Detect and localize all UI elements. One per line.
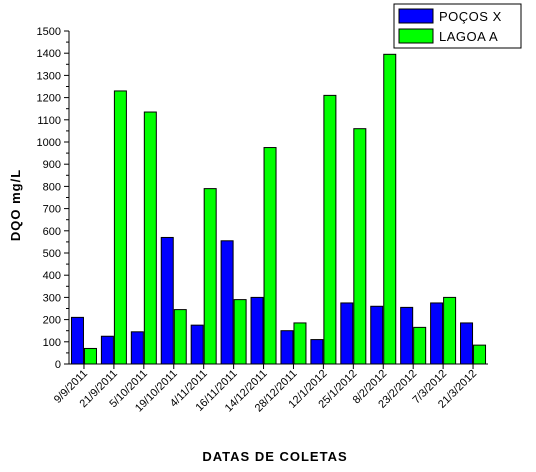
bar-lagoa-a-10 (353, 128, 367, 365)
y-tick-label: 1000 (37, 137, 61, 149)
bars (70, 53, 487, 365)
legend-label-lagoa-a: LAGOA A (439, 29, 498, 44)
bar-pocos-x-2 (100, 335, 114, 365)
bar-lagoa-a-11 (383, 53, 397, 365)
bar-lagoa-a-13 (443, 296, 457, 365)
bar-pocos-x-5 (190, 324, 204, 365)
bar-pocos-x-12 (400, 306, 414, 365)
bar-lagoa-a-12 (413, 326, 427, 365)
y-tick-label: 0 (55, 359, 61, 371)
bar-lagoa-a-2 (113, 90, 127, 365)
y-tick-label: 200 (43, 315, 61, 327)
bar-pocos-x-7 (250, 296, 264, 365)
y-tick-label: 600 (43, 226, 61, 238)
bar-pocos-x-8 (280, 330, 294, 365)
y-axis: 0 100 200 300 400 500 600 700 800 900 1000 1100 1200… (37, 26, 70, 371)
bar-pocos-x-3 (130, 331, 144, 365)
y-tick-label: 1300 (37, 70, 61, 82)
bar-lagoa-a-3 (143, 111, 157, 365)
legend-swatch-lagoa-a (398, 28, 434, 44)
x-axis: 9/9/201121/9/20115/10/201119/10/20114/11… (52, 363, 488, 414)
bar-pocos-x-9 (310, 339, 324, 365)
bar-lagoa-a-6 (233, 299, 247, 365)
bar-pocos-x-1 (70, 316, 84, 365)
plot-background (69, 31, 488, 364)
bar-lagoa-a-1 (83, 347, 97, 365)
bar-pocos-x-14 (460, 322, 474, 365)
bar-pocos-x-4 (160, 236, 174, 365)
y-tick-label: 1100 (37, 115, 61, 127)
bar-lagoa-a-7 (263, 147, 277, 365)
y-axis-title: DQO mg/L (8, 169, 23, 241)
y-tick-label: 700 (43, 204, 61, 216)
bar-pocos-x-13 (430, 302, 444, 365)
bar-pocos-x-10 (340, 302, 354, 365)
bar-pocos-x-11 (370, 305, 384, 365)
x-axis-title: DATAS DE COLETAS (202, 449, 347, 464)
y-tick-label: 1200 (37, 93, 61, 105)
bar-lagoa-a-8 (293, 322, 307, 365)
y-tick-label: 100 (43, 337, 61, 349)
y-tick-label: 1500 (37, 26, 61, 38)
y-tick-label: 400 (43, 270, 61, 282)
bar-lagoa-a-4 (173, 309, 187, 365)
y-tick-label: 300 (43, 292, 61, 304)
legend-label-pocos-x: POÇOS X (439, 9, 502, 24)
bar-pocos-x-6 (220, 240, 234, 365)
legend-swatch-pocos-x (398, 8, 434, 24)
plot-area (69, 31, 488, 364)
bar-lagoa-a-9 (323, 94, 337, 365)
y-tick-label: 500 (43, 248, 61, 260)
bar-lagoa-a-14 (473, 344, 487, 365)
y-tick-label: 900 (43, 159, 61, 171)
y-tick-label: 800 (43, 181, 61, 193)
y-tick-label: 1400 (37, 48, 61, 60)
bar-lagoa-a-5 (203, 188, 217, 365)
legend: POÇOS X LAGOA A (393, 3, 522, 49)
